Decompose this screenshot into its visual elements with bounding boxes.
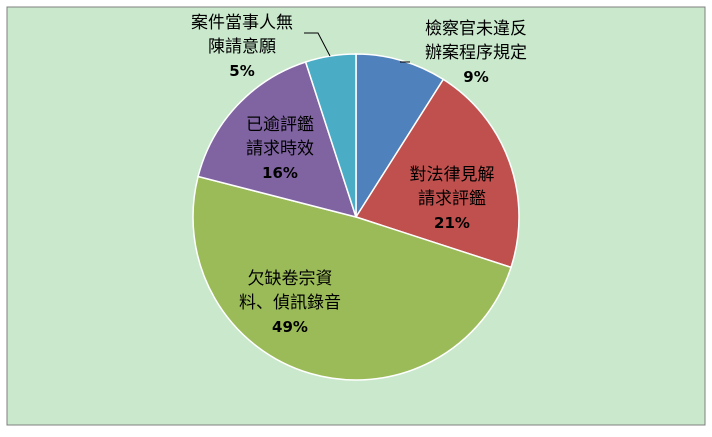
slice-category-label: 辦案程序規定 (425, 43, 527, 63)
slice-category-label: 對法律見解 (410, 165, 495, 185)
pie-slice (304, 53, 357, 218)
pie-slice (192, 175, 512, 381)
slice-percent-label: 21% (434, 214, 470, 232)
slice-label: 對法律見解請求評鑑 21% (410, 165, 495, 232)
slice-category-label: 請求評鑑 (418, 189, 486, 209)
slice-percent-label: 9% (463, 68, 488, 86)
slice-percent-label: 5% (229, 62, 254, 80)
slice-category-label: 欠缺卷宗資 (248, 269, 333, 289)
pie-slice (354, 78, 520, 269)
slice-category-label: 案件當事人無 (191, 13, 293, 33)
pie-slice (197, 61, 358, 219)
leader-line (304, 32, 331, 57)
slice-category-label: 檢察官未違反 (425, 19, 527, 39)
slice-category-label: 已逾評鑑 (246, 115, 314, 135)
slice-percent-label: 16% (262, 164, 298, 182)
slice-label: 案件當事人無陳請意願 5% (191, 13, 293, 80)
slice-category-label: 陳請意願 (208, 37, 276, 57)
slice-category-label: 請求時效 (246, 139, 314, 159)
pie-slice (355, 53, 445, 220)
slice-category-label: 料、偵訊錄音 (239, 293, 341, 313)
slice-label: 欠缺卷宗資料、偵訊錄音 49% (239, 269, 341, 336)
slice-label: 檢察官未違反辦案程序規定 9% (425, 19, 527, 86)
slice-label: 已逾評鑑請求時效 16% (246, 115, 314, 182)
slice-percent-label: 49% (272, 318, 308, 336)
